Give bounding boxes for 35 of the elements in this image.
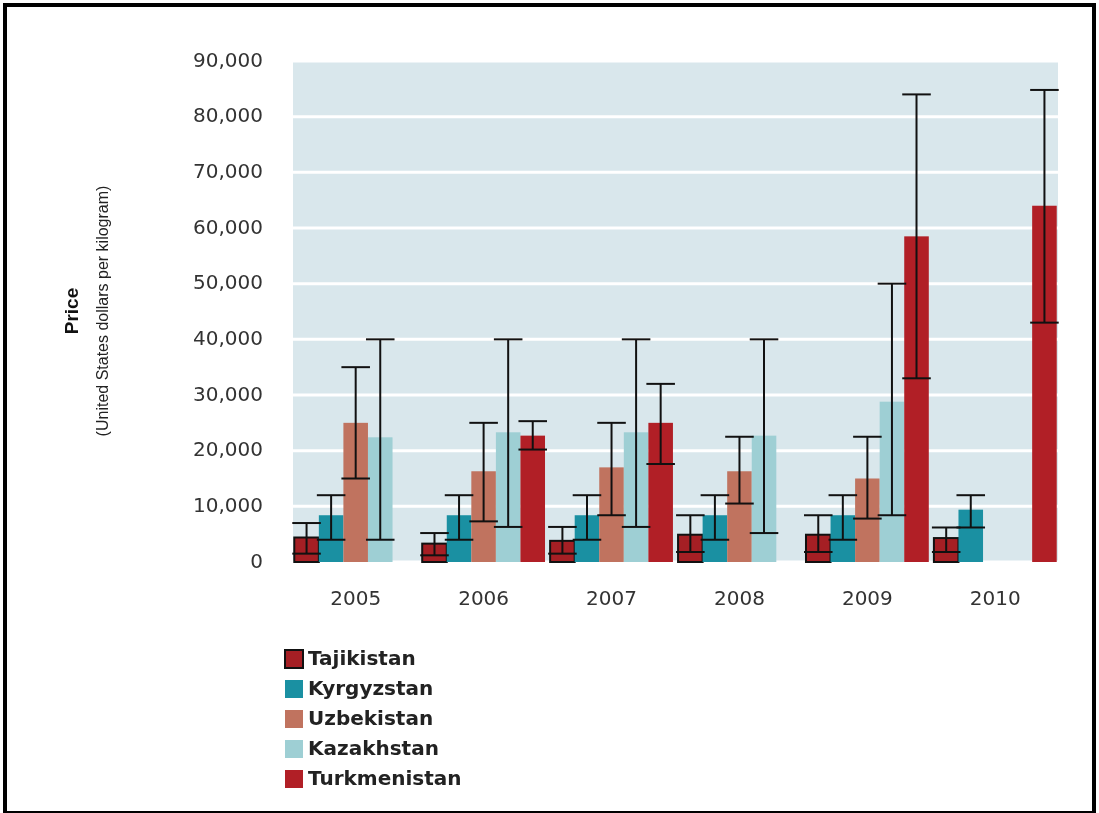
y-axis-title: Price (United States dollars per kilogram) (61, 185, 111, 437)
x-tick-label: 2010 (969, 586, 1021, 610)
x-tick-label: 2008 (714, 586, 765, 610)
y-tick-label: 30,000 (193, 381, 263, 406)
x-tick-label: 2006 (458, 586, 510, 610)
bar (623, 432, 649, 562)
x-tick-label: 2009 (841, 586, 893, 610)
bar (495, 432, 521, 562)
bar (1032, 205, 1057, 562)
bar (367, 437, 393, 562)
legend-label: Tajikistan (308, 646, 416, 670)
y-tick-label: 20,000 (193, 437, 263, 462)
y-tick-label: 80,000 (193, 103, 263, 128)
bar (343, 422, 368, 562)
y-tick-label: 90,000 (193, 47, 263, 72)
y-tick-label: 10,000 (193, 492, 263, 517)
legend-label: Kyrgyzstan (308, 676, 434, 700)
bar (904, 236, 929, 562)
y-tick-label: 60,000 (193, 214, 263, 239)
bar (727, 471, 752, 562)
legend-label: Turkmenistan (308, 766, 462, 790)
bar (599, 467, 624, 562)
legend-label: Uzbekistan (308, 706, 434, 730)
y-tick-label: 70,000 (193, 158, 263, 183)
bar (855, 478, 880, 562)
bar (520, 435, 546, 562)
bar (648, 422, 673, 562)
bar (879, 401, 905, 562)
x-tick-label: 2005 (330, 586, 382, 610)
legend-label: Kazakhstan (308, 736, 439, 760)
y-tick-label: 0 (250, 548, 263, 573)
y-tick-label: 40,000 (193, 325, 263, 350)
x-tick-label: 2007 (586, 586, 637, 610)
y-tick-label: 50,000 (193, 270, 263, 295)
bar (471, 471, 496, 562)
